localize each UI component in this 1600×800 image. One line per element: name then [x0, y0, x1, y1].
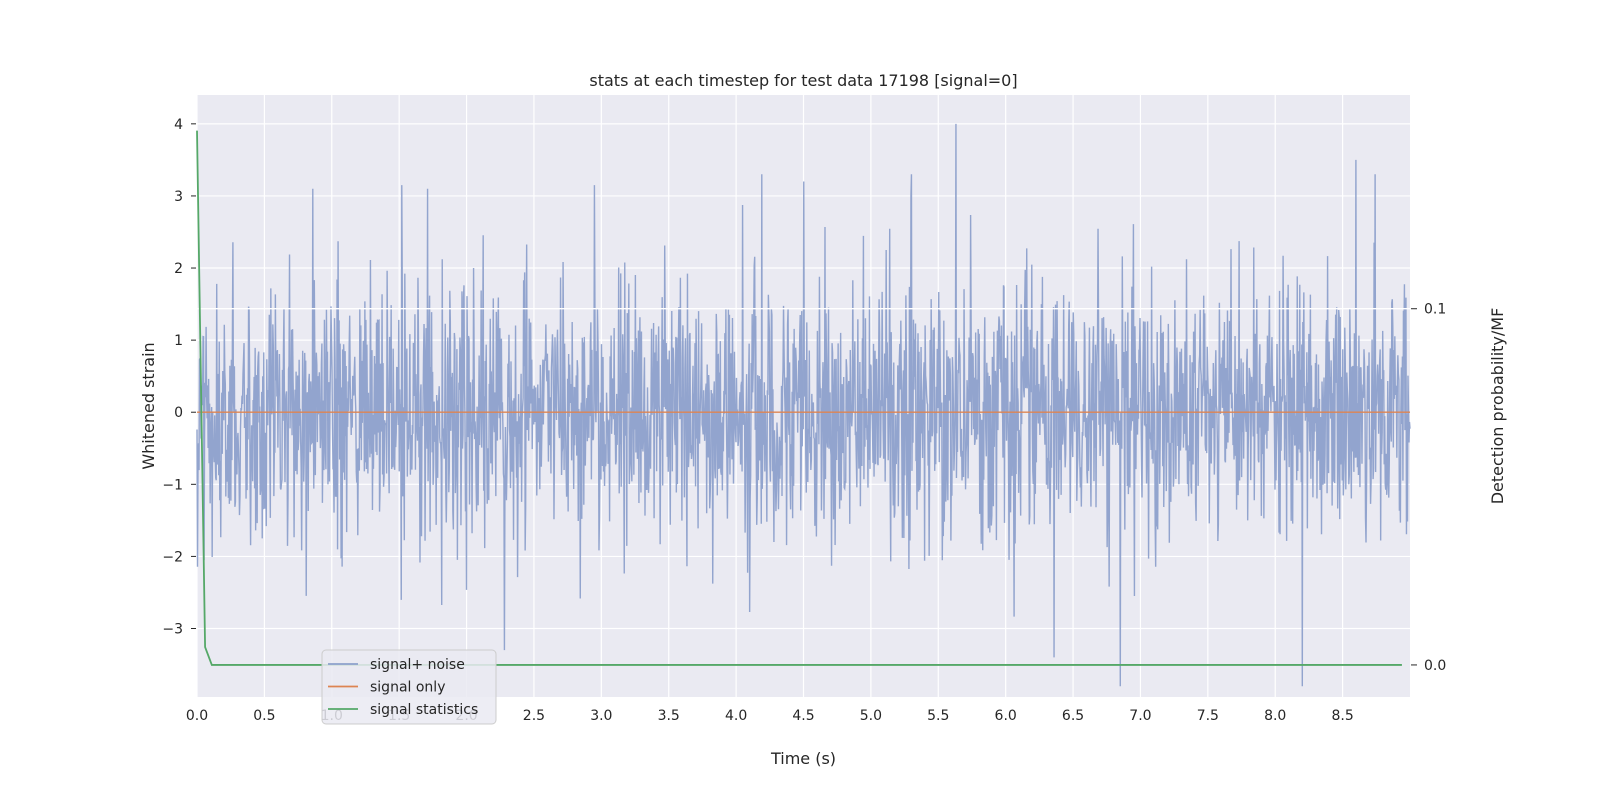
x-tick-label: 5.5 — [927, 708, 949, 724]
y-tick-label: 2 — [174, 261, 183, 277]
x-tick-label: 6.0 — [995, 708, 1017, 724]
legend: signal+ noise signal only signal statistic… — [321, 649, 497, 725]
y-tick-label: 3 — [174, 189, 183, 205]
x-tick-label: 8.5 — [1331, 708, 1353, 724]
chart-title: stats at each timestep for test data 171… — [589, 71, 1017, 90]
x-tick-label: 8.0 — [1264, 708, 1286, 724]
y-tick-label: −3 — [162, 622, 183, 638]
x-tick-label: 6.5 — [1062, 708, 1084, 724]
series-signal-plus-noise — [196, 123, 1411, 687]
legend-box — [321, 649, 497, 725]
x-tick-label: 2.5 — [523, 708, 545, 724]
y-tick-label: −2 — [162, 549, 183, 565]
legend-label: signal only — [370, 680, 445, 696]
y-axis-label: Whitened strain — [139, 342, 158, 469]
y2-tick-label: 0.0 — [1424, 658, 1446, 674]
legend-label: signal+ noise — [370, 657, 465, 673]
x-tick-label: 7.5 — [1197, 708, 1219, 724]
x-tick-label: 3.5 — [658, 708, 680, 724]
y-tick-label: 0 — [174, 405, 183, 421]
x-tick-label: 5.0 — [860, 708, 882, 724]
x-tick-label: 4.0 — [725, 708, 747, 724]
y-tick-label: −1 — [162, 477, 183, 493]
legend-label: signal statistics — [370, 702, 478, 718]
x-tick-label: 0.5 — [253, 708, 275, 724]
x-tick-label: 7.0 — [1129, 708, 1151, 724]
signal-plus-noise-line — [196, 123, 1411, 687]
y2-axis-ticks: 0.0 0.1 — [1411, 302, 1446, 674]
x-tick-label: 3.0 — [590, 708, 612, 724]
x-axis-label: Time (s) — [770, 749, 836, 768]
x-tick-label: 0.0 — [186, 708, 208, 724]
y2-tick-label: 0.1 — [1424, 302, 1446, 318]
y-tick-label: 4 — [174, 117, 183, 133]
y-axis-ticks: −3 −2 −1 0 1 2 3 4 — [162, 117, 196, 638]
x-tick-label: 4.5 — [792, 708, 814, 724]
y-tick-label: 1 — [174, 333, 183, 349]
y2-axis-label: Detection probability/MF — [1488, 308, 1507, 505]
